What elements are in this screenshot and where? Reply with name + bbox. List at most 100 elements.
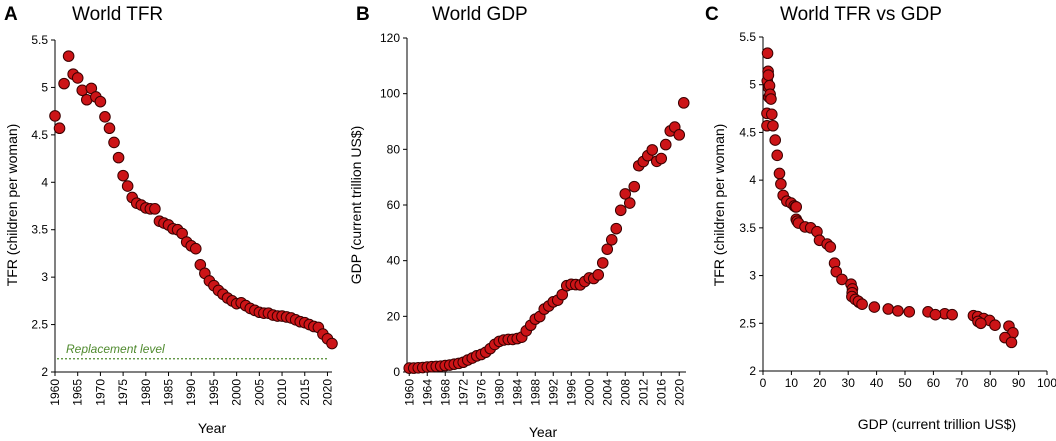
panel-b-x-axis-label: Year xyxy=(529,424,558,440)
panel-c-x-tick-label: 100 xyxy=(1037,376,1056,390)
panel-a-data-point xyxy=(121,180,134,192)
panel-c-data-point xyxy=(765,93,777,105)
panel-c-data-point xyxy=(762,69,775,81)
panel-c-x-tick-label: 20 xyxy=(813,376,827,390)
panel-b-x-tick-label: 1972 xyxy=(456,379,470,406)
panel-a-x-tick-label: 2020 xyxy=(320,379,334,406)
panel-a-x-tick-label: 1970 xyxy=(93,379,107,406)
panel-b-data-point xyxy=(592,269,605,281)
panel-a-x-tick-label: 1975 xyxy=(116,379,130,406)
panel-c-x-tick-label: 0 xyxy=(760,376,767,390)
panel-a-data-point xyxy=(71,72,84,84)
panel-b-data-point xyxy=(596,257,609,269)
panel-b-y-tick-label: 0 xyxy=(393,365,400,379)
panel-c-data-point xyxy=(975,317,987,330)
panel-c-data-point xyxy=(868,301,881,313)
panel-c-data-point xyxy=(989,319,1001,331)
panel-a-data-point xyxy=(99,111,111,123)
panel-c-title: World TFR vs GDP xyxy=(780,4,942,25)
panel-c-data-point xyxy=(830,265,843,278)
panel-b-data-point xyxy=(605,233,618,246)
panel-a-y-axis-label: TFR (children per woman) xyxy=(4,124,20,287)
panel-c-data-point xyxy=(767,119,779,132)
panel-c-y-tick-label: 5.5 xyxy=(739,30,756,44)
panel-a-data-point xyxy=(112,151,125,164)
panel-a-y-tick-label: 3 xyxy=(41,270,48,284)
panel-c-data-point xyxy=(824,241,837,253)
panel-b-x-tick-label: 2008 xyxy=(618,379,632,406)
panel-b-data-point xyxy=(601,243,614,256)
panel-b-x-tick-label: 1960 xyxy=(402,379,416,406)
panel-a-x-tick-label: 2005 xyxy=(252,379,266,406)
panel-b-x-tick-label: 1988 xyxy=(528,379,542,406)
panel-c-y-tick-label: 5 xyxy=(749,78,756,92)
panel-b-title: World GDP xyxy=(432,4,528,25)
panel-a-data-point xyxy=(103,122,116,135)
panel-c-x-tick-label: 40 xyxy=(870,376,884,390)
panel-b-y-tick-label: 60 xyxy=(387,198,401,212)
panel-a-y-tick-label: 3.5 xyxy=(31,223,48,237)
panel-c-y-tick-label: 4 xyxy=(749,173,756,187)
panel-a-y-tick-label: 4 xyxy=(41,175,48,189)
panel-c-data-point xyxy=(773,167,786,180)
panel-b-x-tick-label: 1984 xyxy=(510,379,524,406)
panel-c-data-point xyxy=(769,134,782,146)
panel-a-data-point xyxy=(117,169,129,182)
panel-c-x-tick-label: 90 xyxy=(1012,376,1026,390)
panel-b-x-tick-label: 2000 xyxy=(582,379,596,406)
panel-c-y-tick-label: 2.5 xyxy=(739,316,756,330)
panel-c-x-axis-label: GDP (current trillion US$) xyxy=(858,416,1016,432)
panel-c-data-point xyxy=(929,308,942,321)
panel-c-data-point xyxy=(790,201,803,213)
panel-b-data-point xyxy=(677,97,690,109)
panel-a-x-tick-label: 2010 xyxy=(275,379,289,406)
panel-c-letter: C xyxy=(705,4,719,25)
panel-a-title: World TFR xyxy=(72,4,163,25)
panel-b-y-tick-label: 80 xyxy=(387,142,401,156)
panel-b-data-point xyxy=(610,222,623,235)
panel-c-data-point xyxy=(1005,336,1018,349)
panel-c-data-point xyxy=(836,273,848,286)
panel-b-data-point xyxy=(619,188,632,200)
panel-a-letter: A xyxy=(4,4,18,25)
panel-b-data-point xyxy=(655,152,668,165)
panel-c-y-tick-label: 3 xyxy=(749,269,756,283)
panel-a-x-tick-label: 2000 xyxy=(230,379,244,406)
panel-a-x-tick-label: 1985 xyxy=(162,379,176,406)
panel-b-data-point xyxy=(614,204,627,217)
panel-b-x-tick-label: 2020 xyxy=(672,379,686,406)
panel-c-y-tick-label: 4.5 xyxy=(739,125,756,139)
panel-b-x-tick-label: 2004 xyxy=(600,379,614,406)
panel-b-y-tick-label: 20 xyxy=(387,309,401,323)
panel-b-y-tick-label: 100 xyxy=(380,87,400,101)
panel-c-data-point xyxy=(766,108,778,121)
panel-b-y-tick-label: 120 xyxy=(380,31,400,45)
panel-b-x-tick-label: 2012 xyxy=(636,379,650,406)
panel-c-y-axis-label: TFR (children per woman) xyxy=(711,124,727,287)
replacement-level-label: Replacement level xyxy=(66,342,165,356)
panel-c-data-point xyxy=(946,308,958,321)
panel-b-y-tick-label: 40 xyxy=(387,254,401,268)
panel-a-y-tick-label: 2 xyxy=(41,365,48,379)
panel-a-x-axis-label: Year xyxy=(198,420,227,436)
panel-c-data-point xyxy=(771,149,784,162)
panel-a-data-point xyxy=(62,50,75,62)
panel-c-x-tick-label: 70 xyxy=(955,376,969,390)
panel-a-x-tick-label: 1995 xyxy=(207,379,221,406)
panel-b-data-point xyxy=(659,138,672,151)
panel-b-x-tick-label: 1980 xyxy=(492,379,506,406)
panel-a-data-point xyxy=(53,122,66,135)
panel-b-x-tick-label: 1976 xyxy=(474,379,488,406)
panel-b-data-point xyxy=(646,144,659,156)
panel-b-x-tick-label: 1968 xyxy=(438,379,452,406)
panel-a-y-tick-label: 5.5 xyxy=(31,33,48,47)
panel-a-data-point xyxy=(189,242,202,255)
panel-a-x-tick-label: 1980 xyxy=(139,379,153,406)
panel-c-y-tick-label: 2 xyxy=(749,364,756,378)
panel-c-y-tick-label: 3.5 xyxy=(739,221,756,235)
panel-a-data-point xyxy=(49,110,61,122)
panel-b-x-tick-label: 2016 xyxy=(654,379,668,406)
panel-a-data-point xyxy=(149,203,161,215)
panel-c-data-point xyxy=(892,305,904,317)
panel-c-data-point xyxy=(856,298,868,311)
